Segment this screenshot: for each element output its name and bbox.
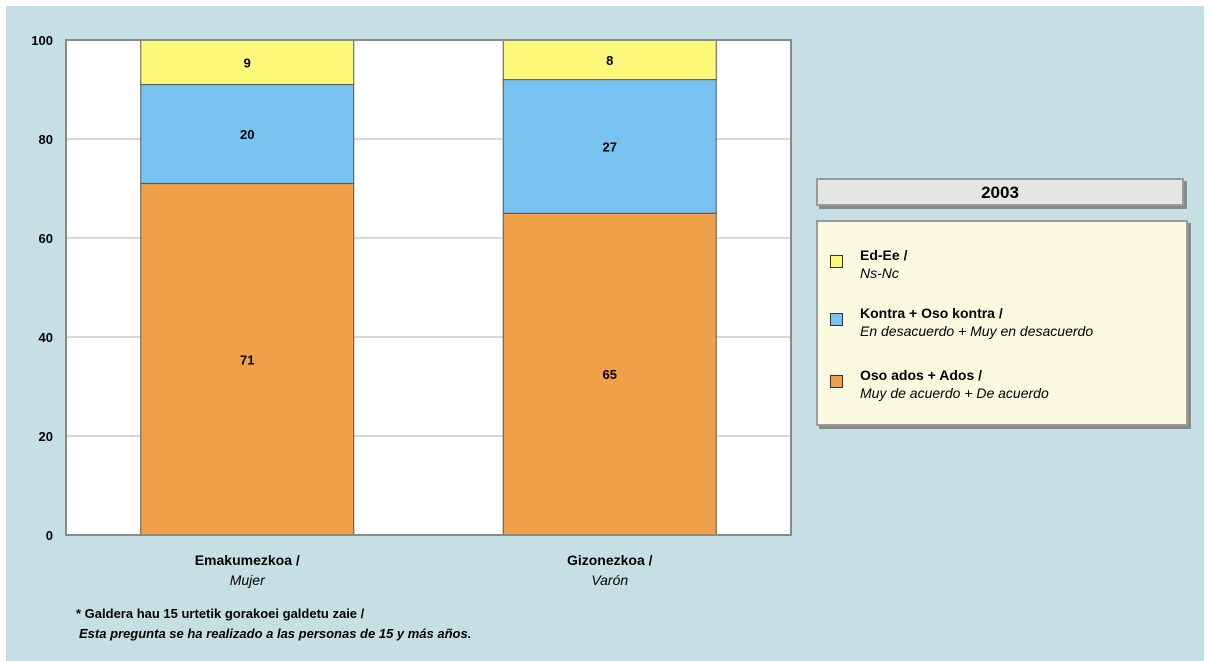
legend: Ed-Ee / Ns-Nc Kontra + Oso kontra / En d… bbox=[816, 220, 1188, 426]
x-category-sublabel: Mujer bbox=[230, 572, 266, 588]
data-label: 27 bbox=[603, 139, 617, 154]
bar-segment bbox=[502, 79, 717, 214]
data-label: 9 bbox=[244, 55, 251, 70]
y-tick-label: 80 bbox=[39, 132, 53, 147]
legend-label-desacuerdo-line2: En desacuerdo + Muy en desacuerdo bbox=[860, 323, 1094, 339]
y-tick-label: 60 bbox=[39, 231, 53, 246]
plot-border bbox=[65, 39, 792, 536]
x-category-sublabel: Varón bbox=[591, 572, 628, 588]
legend-label-acuerdo-line2: Muy de acuerdo + De acuerdo bbox=[860, 385, 1049, 401]
y-tick-label: 100 bbox=[31, 33, 53, 48]
legend-swatch-ns-nc bbox=[830, 255, 843, 268]
bar-segment bbox=[502, 39, 717, 81]
y-tick-label: 20 bbox=[39, 429, 53, 444]
data-label: 20 bbox=[240, 127, 254, 142]
legend-label-acuerdo-line1: Oso ados + Ados / bbox=[860, 367, 983, 383]
legend-label-ns-nc-line1: Ed-Ee / bbox=[860, 247, 908, 263]
data-label: 65 bbox=[603, 367, 617, 382]
bar-segment bbox=[502, 212, 717, 536]
x-category-label: Emakumezkoa / bbox=[195, 552, 300, 568]
y-tick-label: 0 bbox=[46, 528, 53, 543]
footnote-line1: * Galdera hau 15 urtetik gorakoei galdet… bbox=[76, 606, 365, 621]
data-label: 8 bbox=[606, 53, 613, 68]
legend-swatch-acuerdo bbox=[830, 375, 843, 388]
legend-label-desacuerdo-line1: Kontra + Oso kontra / bbox=[860, 305, 1003, 321]
x-category-label: Gizonezkoa / bbox=[567, 552, 653, 568]
year-title: 2003 bbox=[816, 178, 1184, 206]
data-label: 71 bbox=[240, 352, 254, 367]
legend-label-ns-nc-line2: Ns-Nc bbox=[860, 265, 899, 281]
y-tick-label: 40 bbox=[39, 330, 53, 345]
bar-segment bbox=[140, 84, 355, 185]
bar-segment bbox=[140, 183, 355, 536]
footnote-line2: Esta pregunta se ha realizado a las pers… bbox=[79, 626, 472, 641]
legend-swatch-desacuerdo bbox=[830, 313, 843, 326]
footnote: * Galdera hau 15 urtetik gorakoei galdet… bbox=[76, 604, 471, 644]
